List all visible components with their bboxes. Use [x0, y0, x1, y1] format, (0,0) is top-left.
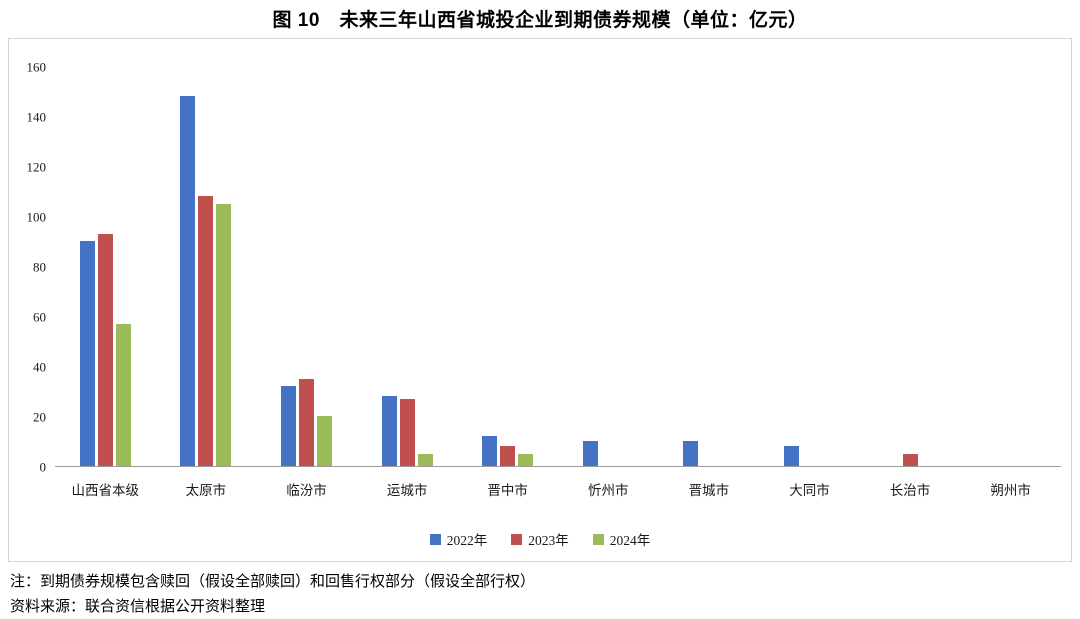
legend-label: 2022年: [446, 533, 488, 548]
y-tick-label: 140: [26, 109, 47, 125]
bar-2022年-太原市: [180, 96, 196, 466]
x-axis-label: 长治市: [889, 483, 931, 498]
category-group-4: [357, 67, 458, 466]
category-group-2: [156, 67, 257, 466]
legend-swatch-icon: [511, 533, 523, 545]
source-note: 资料来源：联合资信根据公开资料整理: [10, 599, 266, 615]
bar-2022年-忻州市: [582, 441, 598, 466]
y-tick-label: 120: [26, 159, 47, 175]
bar-2024年-临汾市: [316, 416, 332, 466]
bar-2024年-运城市: [417, 453, 433, 466]
legend-swatch-icon: [592, 533, 604, 545]
x-axis-label: 大同市: [789, 483, 830, 498]
category-group-1: [55, 67, 156, 466]
y-tick-label: 80: [33, 259, 46, 275]
bar-2022年-运城市: [381, 396, 397, 466]
category-group-7: [659, 67, 760, 466]
bar-2023年-晋中市: [500, 446, 516, 466]
x-axis-label: 晋城市: [688, 483, 730, 498]
y-tick-label: 20: [33, 409, 46, 425]
x-axis-label: 太原市: [185, 483, 227, 498]
y-tick-label: 0: [39, 459, 47, 475]
y-tick-label: 160: [26, 59, 47, 75]
bar-2024年-山西省本级: [115, 323, 131, 466]
footnote: 注：到期债券规模包含赎回（假设全部赎回）和回售行权部分（假设全部行权）: [10, 574, 536, 590]
legend-label: 2023年: [528, 533, 569, 548]
bar-2022年-临汾市: [280, 386, 296, 466]
x-axis-label: 临汾市: [286, 483, 327, 498]
bar-2022年-晋中市: [482, 436, 498, 466]
chart-frame: 0 20 40 60 80 100 120 140 160 山西省本级 太原市 临汾市 运城市 晋中市 忻…: [8, 38, 1072, 562]
category-group-6: [558, 67, 659, 466]
bar-2024年-晋中市: [518, 453, 534, 466]
y-axis: 0 20 40 60 80 100 120 140 160: [9, 61, 55, 474]
y-tick-label: 100: [26, 209, 47, 225]
chart-title: 图 10 未来三年山西省城投企业到期债券规模（单位：亿元）: [272, 10, 808, 31]
bar-2023年-临汾市: [298, 378, 314, 466]
x-axis-label: 忻州市: [588, 483, 629, 498]
legend-label: 2024年: [609, 533, 651, 548]
x-axis-label: 运城市: [386, 483, 428, 498]
bar-2022年-山西省本级: [79, 241, 95, 466]
bar-2022年-大同市: [783, 446, 799, 466]
x-axis-label: 晋中市: [487, 483, 528, 498]
bar-2022年-晋城市: [683, 441, 699, 466]
bar-2024年-太原市: [216, 203, 232, 466]
y-tick-label: 60: [33, 309, 46, 325]
category-group-8: [759, 67, 860, 466]
category-group-3: [256, 67, 357, 466]
bar-2023年-太原市: [198, 196, 214, 466]
bar-2023年-长治市: [902, 453, 918, 466]
x-axis-label: 朔州市: [990, 483, 1031, 498]
bar-2023年-山西省本级: [97, 233, 113, 466]
legend-swatch-icon: [429, 533, 441, 545]
legend-item: 2024年: [592, 529, 651, 549]
category-group-10: [960, 67, 1061, 466]
category-group-9: [860, 67, 961, 466]
x-axis-labels: 山西省本级 太原市 临汾市 运城市 晋中市 忻州市 晋城市 大同市 长治市 朔州市: [55, 479, 1061, 499]
bar-2023年-运城市: [399, 398, 415, 466]
plot-area: [55, 67, 1061, 467]
legend: 2022年 2023年 2024年: [9, 529, 1071, 549]
legend-item: 2022年: [429, 529, 488, 549]
y-tick-label: 40: [33, 359, 46, 375]
x-axis-label: 山西省本级: [71, 483, 140, 498]
category-group-5: [457, 67, 558, 466]
legend-item: 2023年: [511, 529, 569, 549]
